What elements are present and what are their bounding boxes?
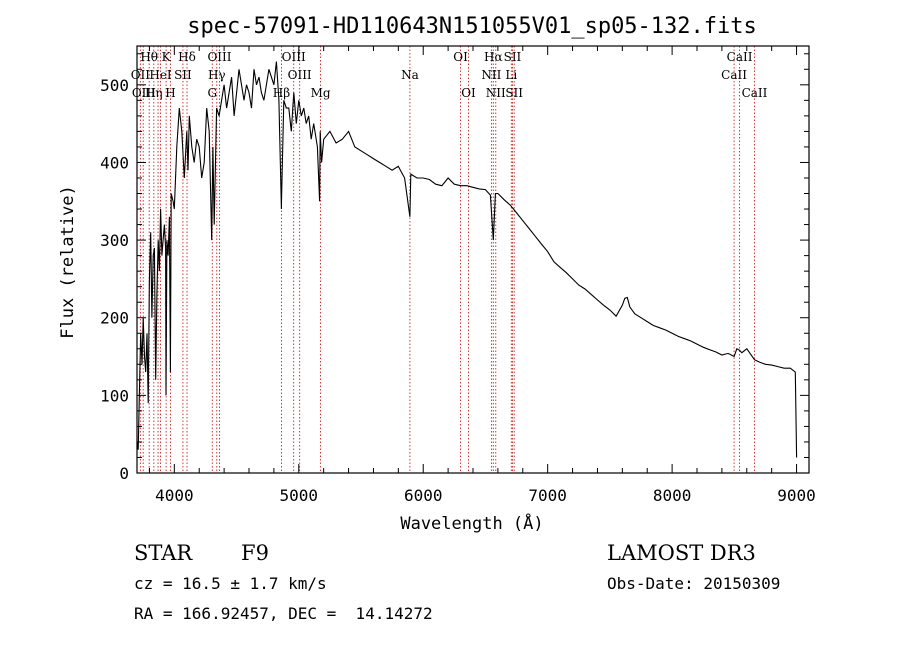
line-annotation: OIII xyxy=(207,50,231,64)
line-annotation: OI xyxy=(461,86,476,100)
line-annotation: OIII xyxy=(282,50,306,64)
ra-dec: RA = 166.92457, DEC = 14.14272 xyxy=(134,604,433,623)
line-annotation: CaII xyxy=(721,68,747,82)
y-tick-label: 400 xyxy=(100,153,129,172)
line-annotation: NII xyxy=(486,86,506,100)
y-tick-label: 300 xyxy=(100,231,129,250)
flux-series-line xyxy=(136,61,798,458)
line-annotation: K xyxy=(162,50,172,64)
chart-title: spec-57091-HD110643N151055V01_sp05-132.f… xyxy=(187,14,757,39)
line-annotation: H xyxy=(165,86,175,100)
object-subclass: F9 xyxy=(241,541,269,565)
line-annotation: Hβ xyxy=(273,86,290,100)
x-tick-label: 4000 xyxy=(155,486,194,505)
line-annotation: SII xyxy=(174,68,192,82)
line-markers xyxy=(139,46,755,473)
line-annotation: Na xyxy=(401,68,419,82)
y-axis-ticks: 0 100 200 300 400 500 xyxy=(100,53,809,483)
line-annotation: Hα xyxy=(484,50,503,64)
line-annotation: OII xyxy=(131,68,151,82)
line-annotation: Li xyxy=(505,68,517,82)
x-axis-label: Wavelength (Å) xyxy=(400,512,543,534)
line-annotation: OIII xyxy=(132,86,156,100)
x-axis-ticks: 4000 5000 6000 7000 8000 9000 xyxy=(148,46,816,505)
redshift-cz: cz = 16.5 ± 1.7 km/s xyxy=(134,574,327,593)
line-annotation: G xyxy=(207,86,217,100)
line-annotation: Mg xyxy=(311,86,331,100)
x-tick-label: 6000 xyxy=(404,486,443,505)
line-annotation: Hη xyxy=(145,86,163,100)
object-class: STAR xyxy=(134,541,193,565)
line-annotation: CaII xyxy=(742,86,768,100)
x-tick-label: 7000 xyxy=(528,486,567,505)
x-tick-label: 9000 xyxy=(777,486,816,505)
x-tick-label: 8000 xyxy=(653,486,692,505)
line-annotation: NII xyxy=(481,68,501,82)
line-annotation: Hθ xyxy=(140,50,158,64)
line-annotation: OI xyxy=(453,50,468,64)
line-annotation: SII xyxy=(504,50,522,64)
line-annotation: HeI xyxy=(149,68,172,82)
line-annotation: OIII xyxy=(288,68,312,82)
observation-date: Obs-Date: 20150309 xyxy=(607,574,781,593)
y-tick-label: 200 xyxy=(100,309,129,328)
line-annotation: CaII xyxy=(727,50,753,64)
y-axis-label: Flux (relative) xyxy=(58,185,78,339)
survey-name: LAMOST DR3 xyxy=(607,541,756,565)
y-tick-label: 0 xyxy=(119,464,129,483)
plot-frame xyxy=(136,45,810,474)
line-annotation: SII xyxy=(505,86,523,100)
y-tick-label: 500 xyxy=(100,76,129,95)
line-annotation: Hγ xyxy=(208,68,226,82)
x-tick-label: 5000 xyxy=(280,486,319,505)
line-annotation: Hδ xyxy=(178,50,196,64)
y-tick-label: 100 xyxy=(100,386,129,405)
